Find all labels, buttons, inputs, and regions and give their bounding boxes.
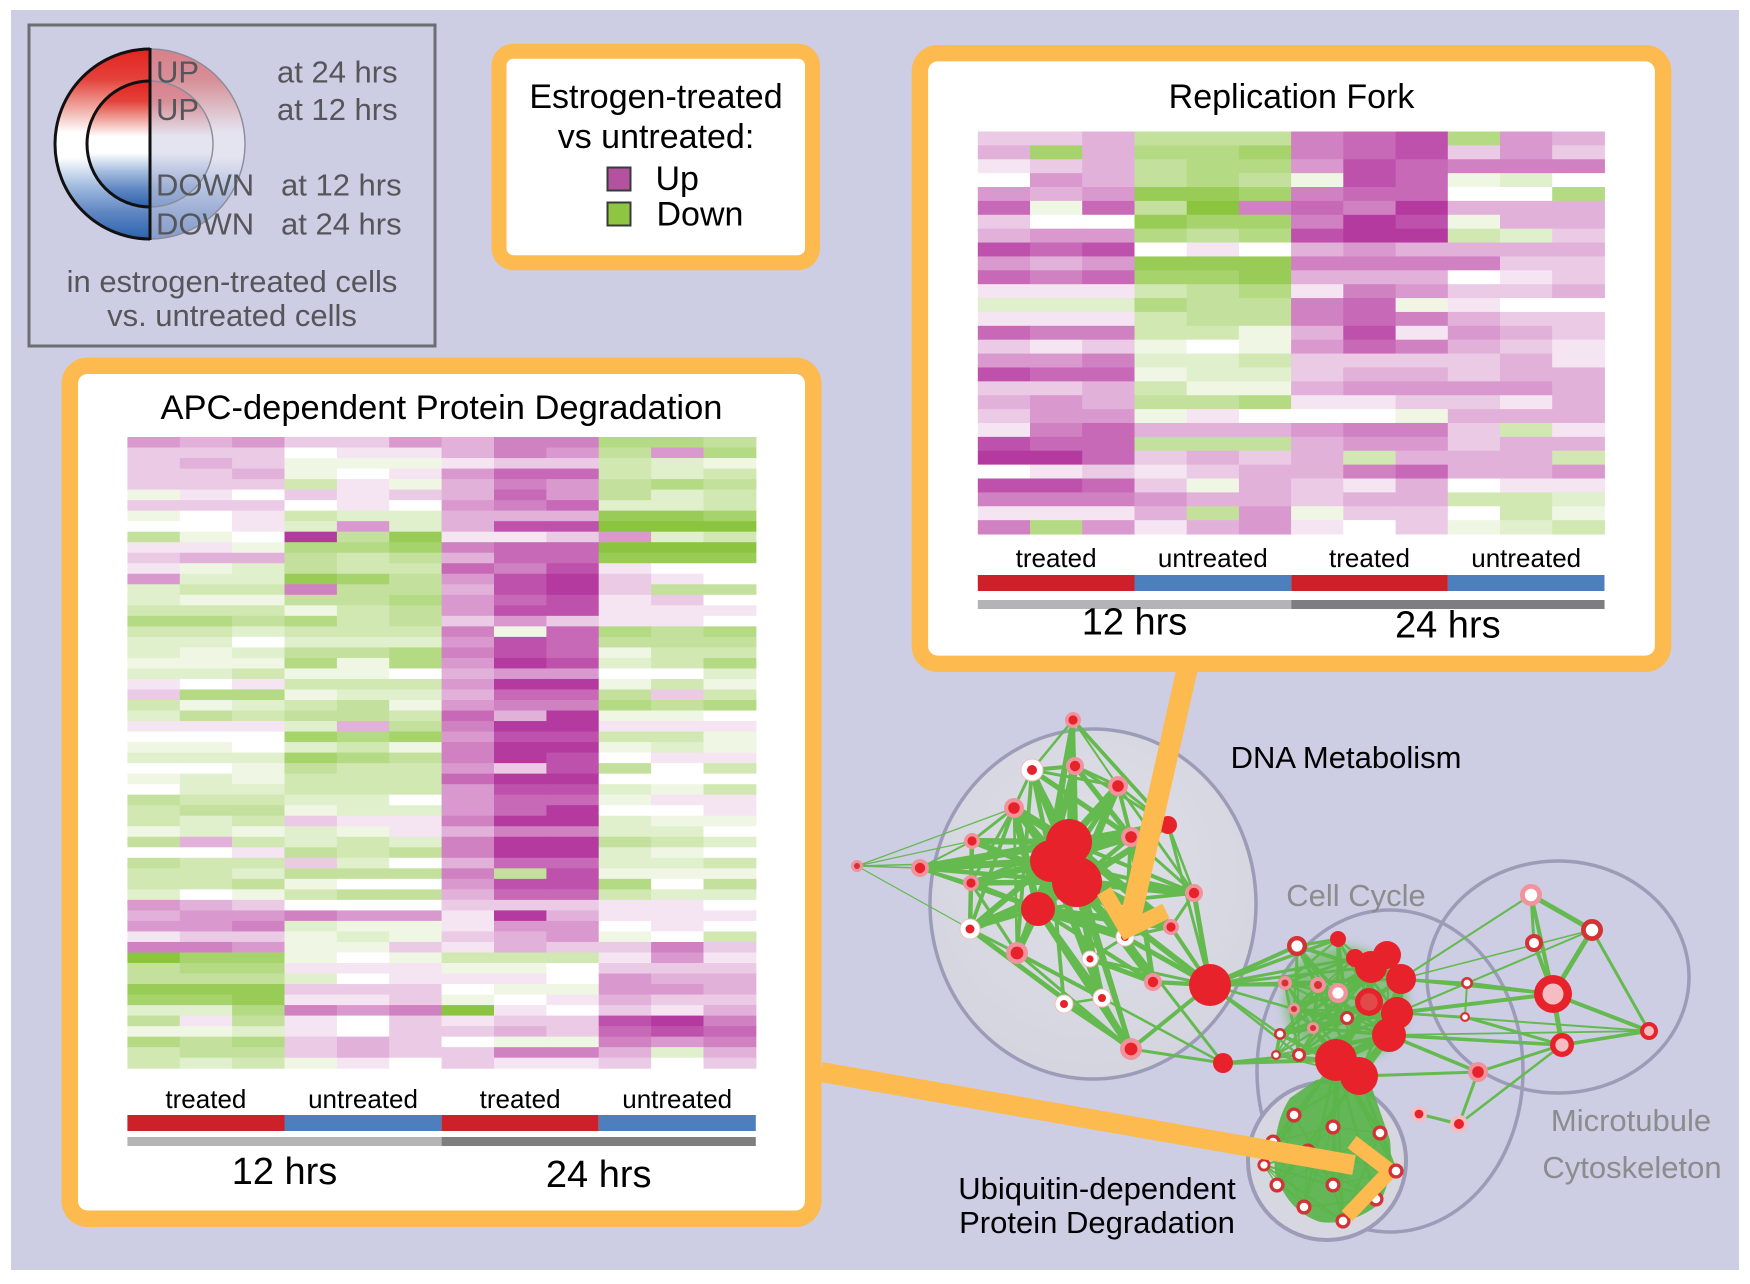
svg-text:treated: treated xyxy=(1329,543,1410,573)
svg-text:DNA Metabolism: DNA Metabolism xyxy=(1231,740,1462,775)
svg-text:treated: treated xyxy=(165,1084,246,1114)
svg-text:vs untreated:: vs untreated: xyxy=(558,118,755,156)
svg-text:at 12 hrs: at 12 hrs xyxy=(277,92,398,127)
svg-text:Up: Up xyxy=(656,160,699,198)
svg-text:Ubiquitin-dependent: Ubiquitin-dependent xyxy=(958,1171,1236,1206)
svg-text:Estrogen-treated: Estrogen-treated xyxy=(529,78,782,116)
svg-text:at 24 hrs: at 24 hrs xyxy=(277,55,398,90)
svg-text:treated: treated xyxy=(1016,543,1097,573)
svg-text:in estrogen-treated cells: in estrogen-treated cells xyxy=(67,264,398,299)
svg-text:APC-dependent Protein Degradat: APC-dependent Protein Degradation xyxy=(161,389,723,427)
svg-text:24 hrs: 24 hrs xyxy=(1395,605,1501,647)
svg-text:Cytoskeleton: Cytoskeleton xyxy=(1542,1150,1721,1185)
svg-text:12 hrs: 12 hrs xyxy=(1082,602,1188,644)
svg-text:Cell Cycle: Cell Cycle xyxy=(1286,878,1426,913)
svg-text:treated: treated xyxy=(480,1084,561,1114)
svg-text:Down: Down xyxy=(657,196,744,234)
svg-text:at 12 hrs: at 12 hrs xyxy=(281,168,402,203)
svg-text:Protein Degradation: Protein Degradation xyxy=(959,1205,1235,1240)
svg-text:Replication Fork: Replication Fork xyxy=(1169,78,1416,116)
svg-text:at 24 hrs: at 24 hrs xyxy=(281,207,402,242)
svg-text:untreated: untreated xyxy=(308,1084,418,1114)
svg-text:Microtubule: Microtubule xyxy=(1551,1103,1711,1138)
svg-text:vs. untreated cells: vs. untreated cells xyxy=(107,298,357,333)
svg-text:UP: UP xyxy=(156,55,199,90)
svg-text:untreated: untreated xyxy=(1471,543,1581,573)
svg-text:untreated: untreated xyxy=(1158,543,1268,573)
svg-text:12 hrs: 12 hrs xyxy=(232,1151,338,1193)
svg-text:DOWN: DOWN xyxy=(156,207,254,242)
svg-text:UP: UP xyxy=(156,92,199,127)
svg-text:untreated: untreated xyxy=(622,1084,732,1114)
svg-text:24 hrs: 24 hrs xyxy=(546,1154,652,1196)
svg-text:DOWN: DOWN xyxy=(156,168,254,203)
